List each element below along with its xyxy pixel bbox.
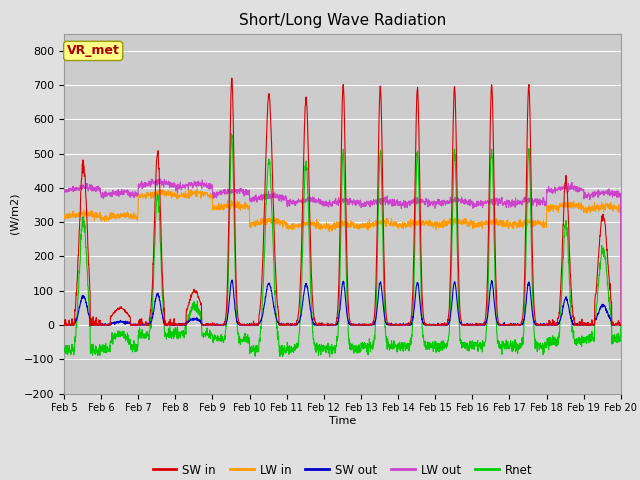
LW out — [60, 188, 68, 193]
LW in — [568, 202, 575, 208]
Rnet — [584, 335, 591, 341]
Rnet — [326, 354, 333, 360]
LW in — [216, 204, 223, 209]
Rnet — [617, 322, 625, 328]
LW out — [584, 194, 591, 200]
X-axis label: Time: Time — [329, 416, 356, 426]
LW out — [617, 322, 625, 328]
LW out — [504, 198, 512, 204]
LW in — [359, 224, 367, 229]
Rnet — [568, 329, 576, 335]
LW in — [193, 185, 201, 191]
SW in — [359, 322, 367, 328]
SW in — [568, 304, 576, 310]
Title: Short/Long Wave Radiation: Short/Long Wave Radiation — [239, 13, 446, 28]
SW out — [617, 322, 625, 328]
SW in — [505, 322, 513, 327]
SW in — [584, 322, 591, 327]
SW in — [228, 75, 236, 81]
LW in — [60, 214, 68, 219]
SW in — [216, 322, 223, 328]
LW out — [216, 188, 223, 194]
Legend: SW in, LW in, SW out, LW out, Rnet: SW in, LW in, SW out, LW out, Rnet — [148, 459, 537, 480]
SW out — [584, 322, 591, 328]
SW in — [60, 322, 68, 328]
Rnet — [60, 347, 68, 352]
Rnet — [228, 131, 236, 136]
SW out — [505, 322, 513, 328]
LW out — [371, 199, 379, 204]
Rnet — [359, 341, 367, 347]
Line: SW out: SW out — [64, 280, 621, 325]
LW out — [359, 204, 367, 209]
Rnet — [505, 343, 513, 348]
LW in — [617, 322, 625, 328]
LW out — [568, 186, 575, 192]
Text: VR_met: VR_met — [67, 44, 120, 58]
LW in — [371, 223, 379, 229]
Line: LW out: LW out — [64, 179, 621, 325]
LW out — [157, 176, 164, 182]
SW out — [61, 322, 69, 328]
SW out — [60, 322, 68, 328]
SW in — [617, 322, 625, 328]
SW out — [371, 319, 379, 325]
Line: LW in: LW in — [64, 188, 621, 325]
SW in — [371, 304, 379, 310]
SW out — [216, 322, 223, 328]
Line: Rnet: Rnet — [64, 133, 621, 357]
SW out — [359, 322, 367, 328]
SW in — [60, 321, 68, 326]
Rnet — [216, 337, 223, 343]
LW in — [504, 222, 512, 228]
SW out — [228, 277, 236, 283]
Rnet — [371, 330, 379, 336]
SW out — [568, 317, 576, 323]
LW in — [584, 210, 591, 216]
Y-axis label: (W/m2): (W/m2) — [10, 193, 20, 234]
Line: SW in: SW in — [64, 78, 621, 325]
